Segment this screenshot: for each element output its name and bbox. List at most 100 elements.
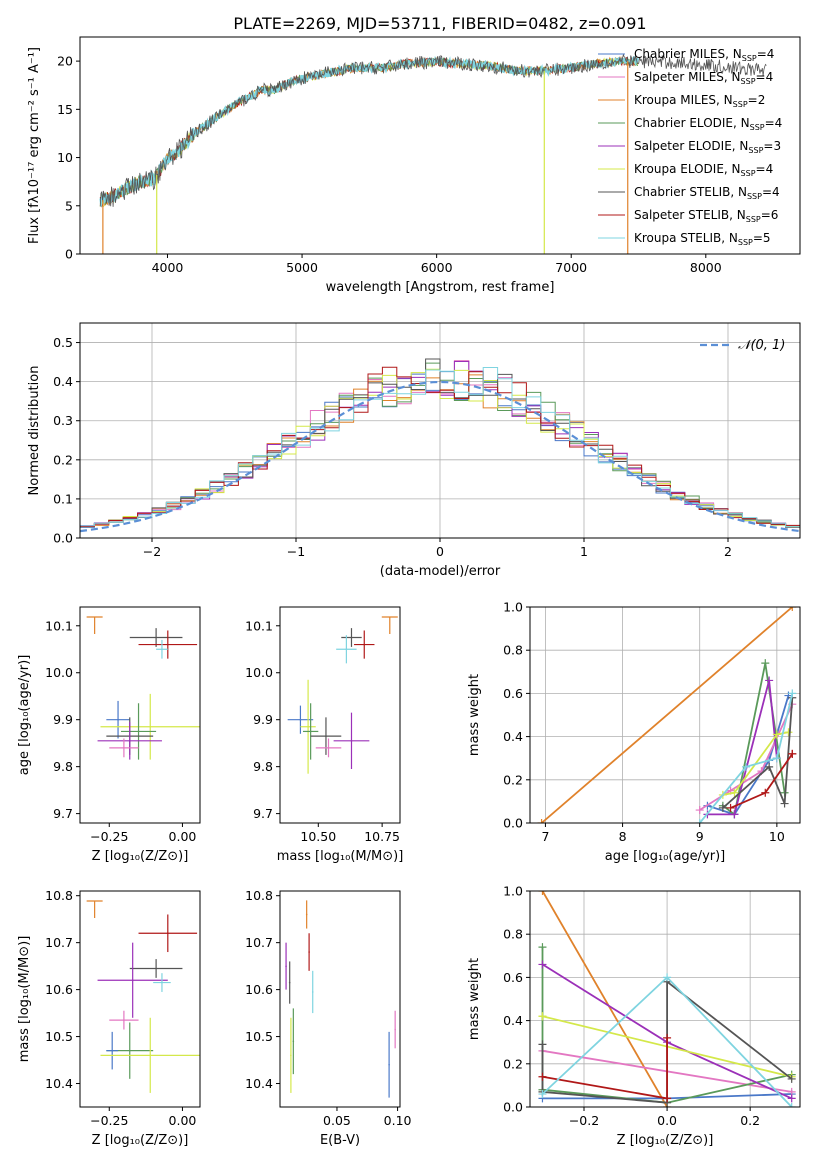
plot-frame: [79, 606, 201, 824]
x-tick-label: 0: [436, 544, 444, 559]
y-tick-label: 10.5: [45, 1029, 73, 1044]
legend-entry: Salpeter STELIB, NSSP=6: [634, 208, 778, 224]
legend-count: =6: [761, 208, 779, 222]
x-tick-label: 10.50: [300, 829, 336, 844]
x-tick-label: 0.10: [384, 1113, 412, 1128]
data-point: [149, 725, 152, 728]
data-point: [290, 1054, 292, 1057]
legend-count: =4: [757, 47, 775, 61]
series-marker: [695, 819, 704, 823]
massweight-Z-axes: −0.2 0.0 0.2 0.0 0.2 0.4 0.6 0.8 1.0 Z [log₁₀(Z/Z…: [467, 884, 801, 1148]
legend-entry: Salpeter ELODIE, NSSP=3: [634, 139, 781, 155]
legend-subscript: SSP: [750, 123, 765, 132]
age-Z-axes: −0.25 0.00 9.7 9.8 9.9 10.0 10.1 Z [log₁₀(Z/Z⊙)…: [17, 606, 201, 864]
series-marker: [726, 803, 735, 812]
y-tick-label: 10: [57, 150, 73, 165]
plot-frame: [279, 890, 401, 1108]
x-tick-label: 8000: [690, 260, 722, 275]
y-tick-label: 9.9: [253, 712, 273, 727]
series-marker: [772, 730, 781, 739]
data-point: [308, 951, 310, 953]
y-tick-label: 10.4: [245, 1076, 273, 1091]
y-tick-label: 10.0: [245, 665, 273, 680]
series-marker: [761, 788, 770, 797]
y-tick-label: 9.7: [253, 806, 273, 821]
series-line: [542, 1037, 668, 1100]
series-marker: [788, 749, 797, 758]
legend-entry: Chabrier ELODIE, NSSP=4: [634, 116, 782, 132]
y-tick-label: 1.0: [503, 884, 523, 899]
y-tick-label: 0.6: [503, 970, 523, 985]
figure-title: PLATE=2269, MJD=53711, FIBERID=0482, z=0…: [233, 14, 646, 33]
legend-subscript: SSP: [747, 192, 762, 201]
data-point: [307, 725, 309, 728]
legend-label: Chabrier STELIB, N: [634, 185, 747, 199]
data-point: [325, 735, 327, 737]
x-axis-label: E(B-V): [320, 1133, 360, 1148]
legend-label: Salpeter STELIB, N: [634, 208, 746, 222]
series-marker: [538, 1040, 547, 1049]
x-tick-label: 10.75: [364, 829, 400, 844]
series-line: [541, 891, 668, 1107]
series-marker: [787, 1094, 796, 1103]
series-marker: [730, 810, 739, 819]
series-line: [707, 680, 778, 816]
y-tick-label: 0.4: [53, 374, 73, 389]
y-tick-label: 0.2: [53, 452, 73, 467]
series-marker: [787, 1103, 796, 1107]
y-tick-label: 10.1: [45, 618, 73, 633]
spectrum-line: [99, 57, 639, 208]
plot-frame: [79, 890, 201, 1108]
x-tick-label: −2: [143, 544, 161, 559]
plot-frame: [529, 606, 801, 824]
data-point: [350, 740, 353, 742]
legend-label: Chabrier ELODIE, N: [634, 116, 750, 130]
x-tick-label: 7: [541, 829, 549, 844]
data-point: [131, 979, 134, 982]
data-point: [161, 981, 163, 984]
legend-entry: Kroupa STELIB, NSSP=5: [634, 231, 771, 247]
y-tick-label: 0.3: [53, 413, 73, 428]
y-tick-label: 0.5: [53, 335, 73, 350]
legend-entry: Chabrier STELIB, NSSP=4: [634, 185, 780, 201]
plot-frame: [279, 606, 401, 824]
data-point: [167, 643, 169, 646]
series-marker: [788, 689, 797, 698]
series-marker: [537, 819, 546, 823]
y-tick-label: 10.7: [45, 935, 73, 950]
x-tick-label: 5000: [286, 260, 318, 275]
data-point: [86, 900, 103, 918]
legend-label: Kroupa STELIB, N: [634, 231, 738, 245]
y-tick-label: 10.4: [45, 1076, 73, 1091]
spectrum-line: [99, 55, 639, 207]
legend-count: =4: [762, 185, 780, 199]
x-axis-label: mass [log₁₀(M/M⊙)]: [277, 849, 404, 864]
data-point: [394, 1028, 396, 1031]
spectrum-line: [99, 56, 639, 208]
legend-count: =4: [756, 162, 774, 176]
y-tick-label: 0.6: [503, 686, 523, 701]
legend-entry: Chabrier MILES, NSSP=4: [634, 47, 774, 63]
x-tick-label: 0.0: [657, 1113, 677, 1128]
series-marker: [742, 762, 750, 771]
legend-subscript: SSP: [741, 77, 756, 86]
y-axis-label: mass [log₁₀(M/M⊙)]: [17, 936, 32, 1063]
y-tick-label: 20: [57, 54, 73, 69]
legend-label: Chabrier MILES, N: [634, 47, 742, 61]
data-point: [128, 1049, 131, 1052]
x-axis-label: Z [log₁₀(Z/Z⊙)]: [92, 849, 189, 864]
spectrum-line: [99, 56, 638, 207]
y-axis-label: Flux [fλ10⁻¹⁷ erg cm⁻² s⁻¹ A⁻¹]: [27, 47, 42, 244]
y-tick-label: 9.8: [253, 759, 273, 774]
series-marker: [765, 676, 774, 685]
plot-frame: [79, 36, 801, 255]
y-tick-label: 5: [65, 198, 73, 213]
residuals-axes: −2 −1 0 1 2 0.0 0.1 0.2 0.3 0.4 0.5 (data-model)/er…: [27, 322, 801, 579]
x-tick-label: 0.05: [323, 1113, 351, 1128]
y-tick-label: 10.0: [45, 665, 73, 680]
x-axis-label: Z [log₁₀(Z/Z⊙)]: [617, 1133, 714, 1148]
x-tick-label: −1: [287, 544, 305, 559]
legend-subscript: SSP: [746, 215, 761, 224]
x-axis-label: wavelength [Angstrom, rest frame]: [326, 280, 555, 295]
series-marker: [663, 1033, 672, 1042]
